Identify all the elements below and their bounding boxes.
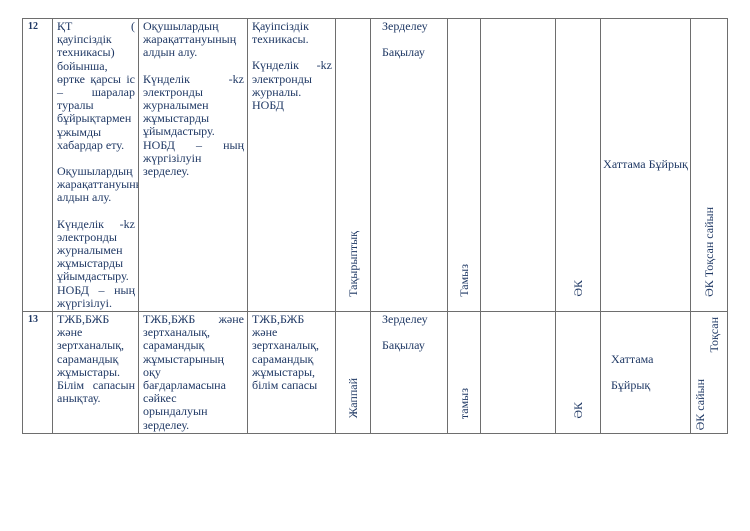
row13-outcome-cell: Хаттама Бұйрық	[600, 311, 691, 434]
row13-responsible-cell: ӘК	[555, 311, 601, 434]
row13-purpose-cell: ТЖБ,БЖБ және зертханалық, сарамандық жұм…	[138, 311, 248, 434]
paragraph: ТЖБ,БЖБ және зертханалық, сарамандық жұм…	[252, 312, 320, 393]
row13-activity-cell: ТЖБ,БЖБ және зертханалық, сарамандық жұм…	[52, 311, 139, 434]
row12-method-cell: Зерделеу Бақылау	[370, 17, 448, 313]
paragraph: Зерделеу	[382, 312, 428, 327]
row13-method-cell: Зерделеу Бақылау	[370, 311, 448, 434]
table-row-12: 12 ҚТ ( қауіпсіздік техникасы) бойынша, …	[22, 17, 728, 313]
paragraph: ТЖБ,БЖБ және зертханалық, сарамандық жұм…	[57, 312, 135, 406]
row12-responsible-cell: ӘК	[555, 17, 601, 313]
row12-period-vertical-text: ӘК Тоқсан сайын	[701, 207, 716, 297]
row13-month-cell: тамыз	[447, 311, 481, 434]
row13-empty-cell	[480, 311, 556, 434]
row12-empty-cell	[480, 17, 556, 313]
row12-purpose-cell: Оқушылардың жарақаттануының алдын алу. Кү…	[138, 17, 248, 313]
paragraph: Бақылау	[382, 45, 425, 60]
row13-period-cell: Тоқсан ӘК сайын	[690, 311, 728, 434]
paragraph: Қауіпсіздік техникасы.	[252, 19, 309, 47]
table-row-13: 13 ТЖБ,БЖБ және зертханалық, сарамандық …	[22, 311, 728, 434]
paragraph: НОБД	[252, 98, 284, 113]
paragraph: Күнделік -kz электронды журналымен жұмыс…	[57, 216, 135, 310]
row12-number-cell: 12	[22, 17, 53, 313]
row13-responsible-vertical-text: ӘК	[570, 402, 585, 419]
row12-outcome-text: Хаттама Бұйрық	[603, 157, 688, 172]
row13-number-cell: 13	[22, 311, 53, 434]
row12-form-cell: Тақырыптық	[335, 17, 371, 313]
row12-form-vertical-text: Тақырыптық	[345, 230, 360, 297]
row13-period-vertical-text-top: Тоқсан	[707, 317, 721, 353]
paragraph: Күнделік -kz электронды журналымен жұмыс…	[143, 71, 244, 179]
blank-line	[143, 60, 244, 73]
blank-line	[57, 205, 135, 218]
paragraph: Күнделік -kz электронды журналы.	[252, 58, 332, 99]
paragraph: Оқушылардың жарақаттануының алдын алу.	[143, 19, 237, 60]
row12-period-cell: ӘК Тоқсан сайын	[690, 17, 728, 313]
paragraph: ҚТ ( қауіпсіздік техникасы) бойынша, өрт…	[57, 19, 135, 152]
row12-month-cell: Тамыз	[447, 17, 481, 313]
row12-month-vertical-text: Тамыз	[456, 264, 471, 297]
row12-activity-cell: ҚТ ( қауіпсіздік техникасы) бойынша, өрт…	[52, 17, 139, 313]
paragraph: Зерделеу	[382, 19, 428, 33]
row12-object-cell: Қауіпсіздік техникасы. Күнделік -kz элект…	[247, 17, 336, 313]
row13-form-vertical-text: Жаппай	[345, 378, 360, 419]
paragraph: Хаттама	[611, 351, 654, 366]
paragraph: ТЖБ,БЖБ және зертханалық, сарамандық жұм…	[143, 312, 244, 432]
row12-outcome-cell: Хаттама Бұйрық	[600, 17, 691, 313]
row12-responsible-vertical-text: ӘК	[570, 280, 585, 297]
row13-month-vertical-text: тамыз	[456, 387, 471, 419]
paragraph: Оқушылардың жарақаттануының алдын алу.	[57, 164, 138, 205]
row13-period-vertical-text-bottom: ӘК сайын	[693, 378, 707, 430]
row13-form-cell: Жаппай	[335, 311, 371, 434]
row13-object-cell: ТЖБ,БЖБ және зертханалық, сарамандық жұм…	[247, 311, 336, 434]
paragraph: Бұйрық	[611, 377, 651, 392]
paragraph: Бақылау	[382, 338, 425, 353]
plan-table: 12 ҚТ ( қауіпсіздік техникасы) бойынша, …	[22, 17, 728, 434]
